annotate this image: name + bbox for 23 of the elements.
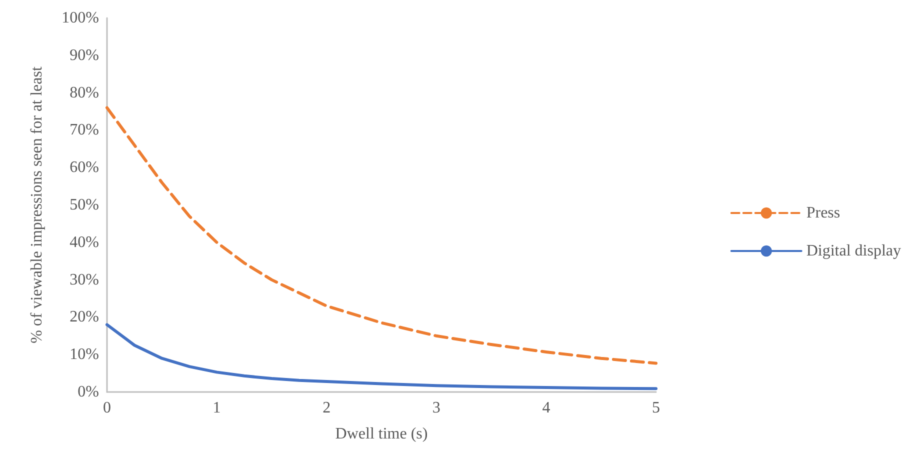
x-axis-title: Dwell time (s) <box>335 426 428 442</box>
line-series <box>106 106 658 365</box>
y-axis-title: % of viewable impressions seen for at least <box>28 66 46 344</box>
y-tick-label: 60% <box>70 159 99 176</box>
y-tick-label: 80% <box>70 84 99 102</box>
x-tick-label: 4 <box>542 400 550 416</box>
x-tick-label: 1 <box>212 400 221 416</box>
x-tick-label: 0 <box>103 400 111 416</box>
line-series <box>106 323 658 390</box>
y-tick-label: 70% <box>70 122 99 139</box>
legend-label: Press <box>806 204 840 222</box>
y-tick-label: 40% <box>70 234 99 251</box>
y-tick-label: 30% <box>70 271 99 288</box>
y-tick-label: 100% <box>62 10 99 26</box>
x-tick-label: 5 <box>652 400 660 416</box>
legend-label: Digital display <box>806 242 901 260</box>
y-tick-label: 50% <box>70 196 99 214</box>
y-tick-label: 0% <box>78 384 99 400</box>
y-tick-label: 90% <box>70 46 99 64</box>
y-tick-label: 20% <box>70 308 99 326</box>
y-tick-label: 10% <box>70 346 99 364</box>
x-tick-label: 3 <box>432 400 440 416</box>
x-tick-label: 2 <box>322 400 331 416</box>
